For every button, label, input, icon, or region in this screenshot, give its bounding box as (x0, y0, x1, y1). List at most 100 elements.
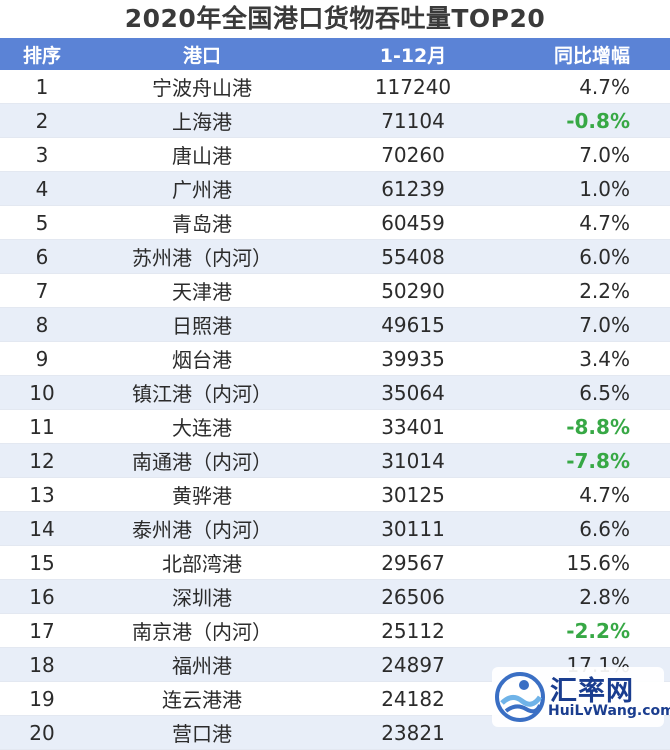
table-row: 9 烟台港 39935 3.4% (0, 341, 670, 376)
cell-value: 55408 (320, 239, 506, 274)
cell-port: 南通港（内河） (84, 443, 320, 478)
table-row: 16 深圳港 26506 2.8% (0, 579, 670, 614)
cell-rank: 6 (0, 239, 84, 274)
cell-growth: 3.4% (506, 341, 670, 376)
cell-value: 33401 (320, 409, 506, 444)
cell-rank: 5 (0, 205, 84, 240)
cell-value: 26506 (320, 579, 506, 614)
cell-port: 唐山港 (84, 137, 320, 172)
cell-port: 深圳港 (84, 579, 320, 614)
cell-value: 30111 (320, 511, 506, 546)
cell-rank: 11 (0, 409, 84, 444)
header-growth: 同比增幅 (506, 38, 670, 70)
cell-value: 117240 (320, 70, 506, 104)
port-throughput-table: 排序 港口 1-12月 同比增幅 1 宁波舟山港 117240 4.7% 2 上海港 711… (0, 38, 670, 750)
cell-growth: 2.8% (506, 579, 670, 614)
cell-port: 广州港 (84, 171, 320, 206)
cell-growth: 2.2% (506, 273, 670, 308)
table-row: 10 镇江港（内河） 35064 6.5% (0, 375, 670, 410)
cell-growth: -2.2% (506, 613, 670, 648)
cell-rank: 7 (0, 273, 84, 308)
cell-value: 24897 (320, 647, 506, 682)
cell-growth: 6.5% (506, 375, 670, 410)
table-row: 1 宁波舟山港 117240 4.7% (0, 70, 670, 104)
cell-rank: 16 (0, 579, 84, 614)
cell-value: 35064 (320, 375, 506, 410)
cell-rank: 17 (0, 613, 84, 648)
cell-rank: 2 (0, 103, 84, 138)
cell-rank: 18 (0, 647, 84, 682)
cell-value: 71104 (320, 103, 506, 138)
watermark-logo: 汇率网 HuiLvWang.com (492, 667, 670, 727)
cell-rank: 1 (0, 70, 84, 104)
table-row: 14 泰州港（内河） 30111 6.6% (0, 511, 670, 546)
cell-port: 南京港（内河） (84, 613, 320, 648)
cell-rank: 13 (0, 477, 84, 512)
cell-rank: 4 (0, 171, 84, 206)
cell-growth: 7.0% (506, 307, 670, 342)
cell-port: 黄骅港 (84, 477, 320, 512)
globe-wave-icon (495, 672, 545, 722)
cell-growth: 4.7% (506, 477, 670, 512)
cell-port: 连云港港 (84, 681, 320, 716)
cell-port: 镇江港（内河） (84, 375, 320, 410)
cell-rank: 15 (0, 545, 84, 580)
table-row: 17 南京港（内河） 25112 -2.2% (0, 613, 670, 648)
cell-port: 青岛港 (84, 205, 320, 240)
header-period: 1-12月 (320, 38, 506, 70)
cell-growth: 1.0% (506, 171, 670, 206)
cell-growth: 4.7% (506, 205, 670, 240)
cell-port: 泰州港（内河） (84, 511, 320, 546)
cell-port: 天津港 (84, 273, 320, 308)
cell-rank: 14 (0, 511, 84, 546)
cell-rank: 8 (0, 307, 84, 342)
header-rank: 排序 (0, 38, 84, 70)
table-row: 11 大连港 33401 -8.8% (0, 409, 670, 444)
table-row: 3 唐山港 70260 7.0% (0, 137, 670, 172)
cell-port: 苏州港（内河） (84, 239, 320, 274)
cell-port: 大连港 (84, 409, 320, 444)
watermark-url: HuiLvWang.com (548, 703, 670, 719)
cell-rank: 20 (0, 715, 84, 750)
table-row: 6 苏州港（内河） 55408 6.0% (0, 239, 670, 274)
cell-value: 60459 (320, 205, 506, 240)
table-header-row: 排序 港口 1-12月 同比增幅 (0, 38, 670, 70)
cell-growth: 6.6% (506, 511, 670, 546)
cell-value: 24182 (320, 681, 506, 716)
cell-value: 31014 (320, 443, 506, 478)
table-row: 19 连云港港 24182 (0, 681, 670, 716)
cell-growth: 6.0% (506, 239, 670, 274)
cell-value: 50290 (320, 273, 506, 308)
table-row: 4 广州港 61239 1.0% (0, 171, 670, 206)
table-row: 2 上海港 71104 -0.8% (0, 103, 670, 138)
cell-value: 61239 (320, 171, 506, 206)
table-row: 13 黄骅港 30125 4.7% (0, 477, 670, 512)
cell-port: 日照港 (84, 307, 320, 342)
cell-growth: 4.7% (506, 70, 670, 104)
cell-value: 30125 (320, 477, 506, 512)
cell-growth: -7.8% (506, 443, 670, 478)
cell-growth: 15.6% (506, 545, 670, 580)
cell-port: 北部湾港 (84, 545, 320, 580)
header-port: 港口 (84, 38, 320, 70)
cell-port: 营口港 (84, 715, 320, 750)
cell-growth: 7.0% (506, 137, 670, 172)
cell-rank: 12 (0, 443, 84, 478)
table-row: 7 天津港 50290 2.2% (0, 273, 670, 308)
table-row: 12 南通港（内河） 31014 -7.8% (0, 443, 670, 478)
cell-port: 上海港 (84, 103, 320, 138)
cell-port: 烟台港 (84, 341, 320, 376)
table-row: 8 日照港 49615 7.0% (0, 307, 670, 342)
table-title: 2020年全国港口货物吞吐量TOP20 (124, 4, 546, 33)
table-row: 5 青岛港 60459 4.7% (0, 205, 670, 240)
watermark-name: 汇率网 (550, 676, 634, 707)
cell-rank: 19 (0, 681, 84, 716)
cell-value: 23821 (320, 715, 506, 750)
cell-port: 福州港 (84, 647, 320, 682)
table-row: 15 北部湾港 29567 15.6% (0, 545, 670, 580)
cell-rank: 3 (0, 137, 84, 172)
cell-value: 49615 (320, 307, 506, 342)
cell-rank: 10 (0, 375, 84, 410)
table-body: 1 宁波舟山港 117240 4.7% 2 上海港 71104 -0.8% 3 唐山港 70260 7… (0, 70, 670, 750)
cell-value: 70260 (320, 137, 506, 172)
